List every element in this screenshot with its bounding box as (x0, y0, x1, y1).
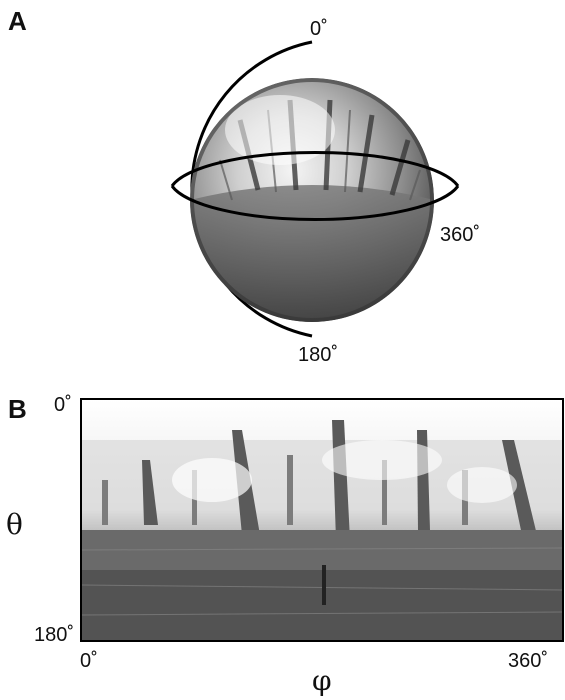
mirror-sphere (190, 78, 434, 322)
panel-a-letter: A (8, 6, 27, 36)
theta-bottom-label: 180˚ (34, 624, 75, 646)
panel-b-letter: B (8, 394, 27, 424)
equator-ring-back (170, 150, 460, 187)
panorama-image (82, 400, 562, 640)
theta-axis-symbol: θ (6, 508, 23, 541)
equirectangular-panorama (80, 398, 564, 642)
phi-left-label: 0˚ (80, 650, 98, 672)
phi-right-label: 360˚ (508, 650, 549, 672)
theta-top-label: 0˚ (54, 394, 72, 416)
label-180-deg: 180˚ (298, 344, 339, 366)
equator-ring-front (170, 185, 460, 222)
label-360-deg: 360˚ (440, 224, 481, 246)
phi-axis-symbol: φ (312, 664, 332, 697)
label-0-deg: 0˚ (310, 18, 328, 40)
